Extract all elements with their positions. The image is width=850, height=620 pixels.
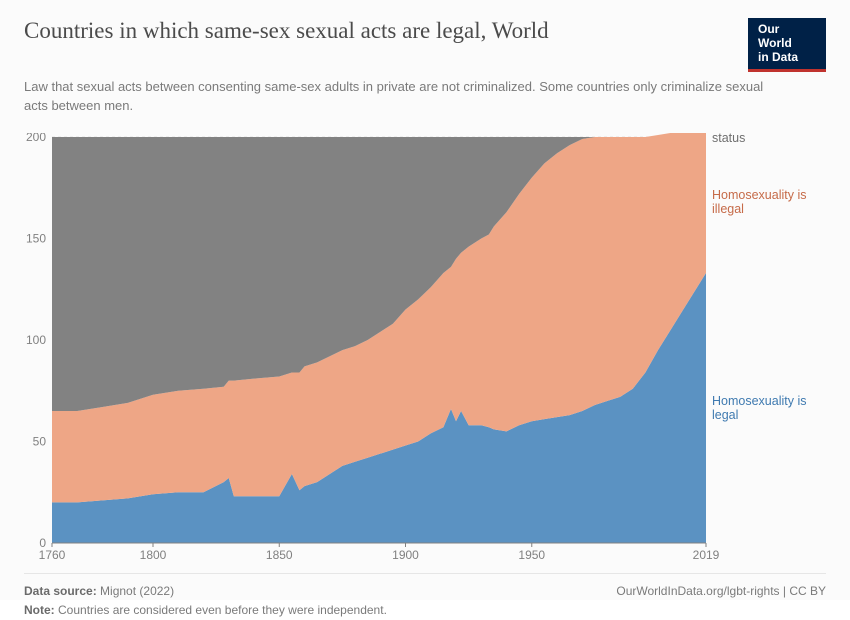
series-label: illegal bbox=[712, 202, 744, 216]
logo-line-1: Our World bbox=[758, 23, 816, 51]
series-label: legal bbox=[712, 408, 738, 422]
note-value: Countries are considered even before the… bbox=[58, 603, 387, 617]
note-label: Note: bbox=[24, 603, 55, 617]
series-label: Homosexuality is bbox=[712, 188, 806, 202]
svg-text:1800: 1800 bbox=[140, 548, 167, 562]
svg-text:50: 50 bbox=[33, 434, 47, 448]
stacked-area-chart: 050100150200176018001850190019502019Homo… bbox=[24, 133, 826, 563]
attribution: OurWorldInData.org/lgbt-rights | CC BY bbox=[616, 584, 826, 598]
source-value: Mignot (2022) bbox=[100, 584, 174, 598]
svg-text:1900: 1900 bbox=[392, 548, 419, 562]
chart-footer: Data source: Mignot (2022) Note: Countri… bbox=[24, 573, 826, 620]
chart-area: 050100150200176018001850190019502019Homo… bbox=[24, 133, 826, 563]
svg-text:150: 150 bbox=[26, 231, 46, 245]
svg-text:100: 100 bbox=[26, 333, 46, 347]
series-label: Homosexuality is bbox=[712, 394, 806, 408]
svg-text:1850: 1850 bbox=[266, 548, 293, 562]
svg-text:200: 200 bbox=[26, 133, 46, 144]
header-row: Countries in which same-sex sexual acts … bbox=[24, 18, 826, 72]
svg-text:2019: 2019 bbox=[693, 548, 720, 562]
footer-left: Data source: Mignot (2022) Note: Countri… bbox=[24, 582, 387, 620]
logo-line-2: in Data bbox=[758, 51, 816, 65]
source-label: Data source: bbox=[24, 584, 97, 598]
chart-title: Countries in which same-sex sexual acts … bbox=[24, 18, 549, 44]
chart-subtitle: Law that sexual acts between consenting … bbox=[24, 78, 764, 114]
footer-right: OurWorldInData.org/lgbt-rights | CC BY bbox=[616, 582, 826, 620]
series-label: status bbox=[712, 133, 745, 145]
svg-text:1950: 1950 bbox=[518, 548, 545, 562]
header-text-block: Countries in which same-sex sexual acts … bbox=[24, 18, 549, 44]
svg-text:1760: 1760 bbox=[39, 548, 66, 562]
chart-container: Countries in which same-sex sexual acts … bbox=[0, 0, 850, 600]
owid-logo: Our World in Data bbox=[748, 18, 826, 72]
